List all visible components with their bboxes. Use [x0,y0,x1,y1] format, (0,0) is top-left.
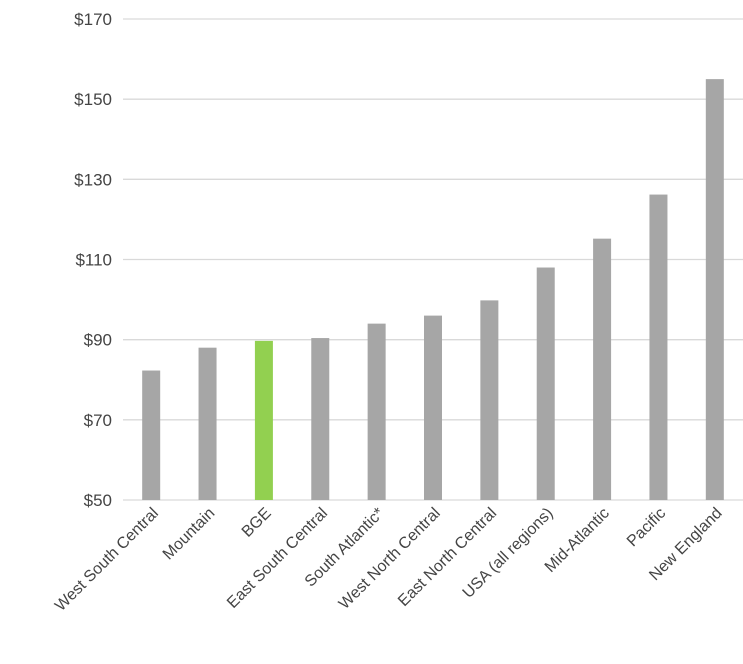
y-tick-label: $50 [84,491,112,510]
bar [424,315,442,500]
y-tick-label: $110 [75,251,112,270]
y-tick-label: $70 [84,411,112,430]
bar [311,338,330,500]
y-tick-label: $130 [74,170,112,189]
bar [367,323,386,500]
bar [536,267,555,500]
bar [593,238,612,500]
x-tick-label: East South Central [224,505,331,612]
x-tick-label: Pacific [624,505,669,550]
x-tick-label: West South Central [52,505,162,615]
y-tick-label: $170 [74,10,112,29]
bar [705,79,724,500]
bar [198,347,217,500]
bar [254,340,273,500]
y-axis-ticks: $50 $70 $90 $110 $130 $150 $170 [74,10,112,510]
x-tick-label: Mountain [160,505,219,564]
y-tick-label: $150 [74,90,112,109]
bar [142,370,161,500]
y-tick-label: $90 [84,331,112,350]
x-tick-label: East North Central [395,505,500,610]
bar [649,194,668,500]
bars [142,79,724,500]
x-tick-label: BGE [239,505,275,541]
bar [480,300,499,500]
x-tick-label: West North Central [336,505,444,613]
